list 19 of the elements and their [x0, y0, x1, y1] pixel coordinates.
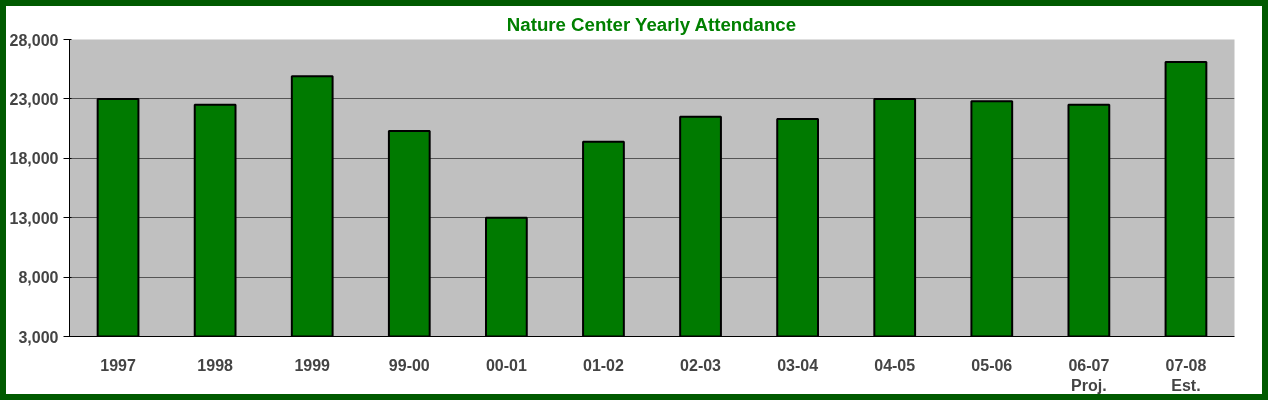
x-tick-label: 05-06 — [971, 356, 1013, 374]
x-tick-label: 1998 — [197, 356, 234, 374]
x-tick-label: 07-08 Est. — [1165, 356, 1207, 394]
y-tick-label: 13,000 — [9, 209, 59, 227]
y-tick-label: 18,000 — [9, 150, 59, 168]
x-tick-label: 1999 — [294, 356, 331, 374]
x-tick-label: 00-01 — [485, 356, 527, 374]
y-tick-label: 8,000 — [18, 269, 59, 287]
x-tick-label: 02-03 — [680, 356, 722, 374]
y-tick-label: 23,000 — [9, 90, 59, 108]
x-tick-label: 1997 — [100, 356, 136, 374]
y-tick-label: 3,000 — [18, 328, 59, 346]
x-tick-label: 06-07 Proj. — [1068, 356, 1110, 394]
x-tick-label: 01-02 — [583, 356, 625, 374]
x-tick-label: 03-04 — [777, 356, 819, 374]
chart-title: Nature Center Yearly Attendance — [506, 13, 797, 35]
y-tick-label: 28,000 — [9, 31, 59, 49]
x-tick-label: 99-00 — [388, 356, 430, 374]
x-tick-label: 04-05 — [874, 356, 916, 374]
